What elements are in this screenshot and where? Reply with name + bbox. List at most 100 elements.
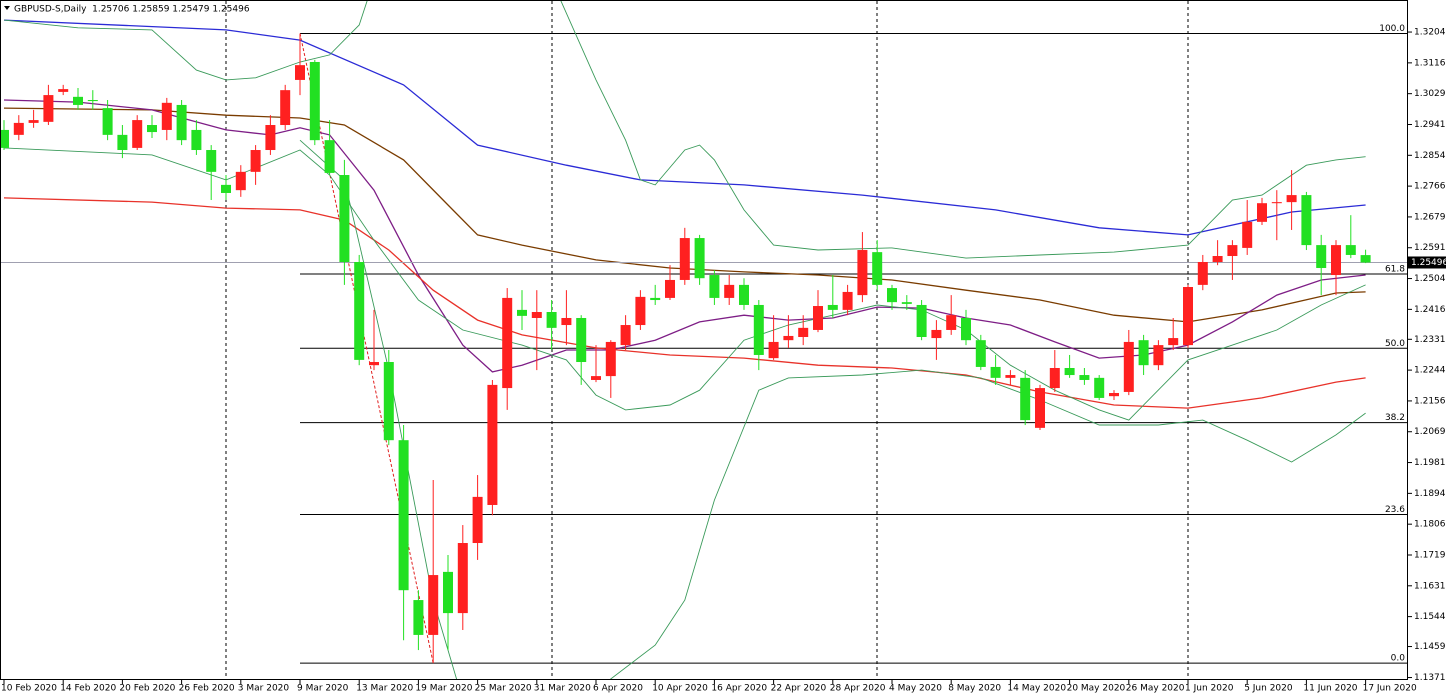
- x-tick-label: 1 Jun 2020: [1185, 684, 1234, 693]
- x-tick-label: 26 Feb 2020: [179, 684, 235, 693]
- plot-area: [1, 1, 1407, 679]
- candle-body: [1153, 345, 1164, 366]
- x-tick-label: 13 Mar 2020: [356, 684, 413, 693]
- candle-body: [221, 184, 231, 193]
- candle-body: [398, 440, 409, 591]
- y-tick-label: 1.28540: [1414, 151, 1446, 161]
- candle-body: [487, 384, 498, 505]
- candle-body: [43, 95, 54, 122]
- dropdown-icon[interactable]: [4, 6, 10, 10]
- plot-layers: [225, 1, 1189, 680]
- indicator-line: [3, 19, 1366, 236]
- candle-body: [132, 120, 143, 148]
- y-tick-label: 1.18065: [1414, 520, 1446, 530]
- y-tick-label: 1.15440: [1414, 612, 1446, 622]
- x-tick-label: 16 Apr 2020: [711, 684, 767, 693]
- candle-body: [1257, 203, 1267, 222]
- candle-body: [1183, 287, 1193, 346]
- candle-body: [887, 288, 897, 303]
- x-tick-label: 8 May 2020: [948, 684, 1001, 693]
- y-tick-label: 1.25040: [1414, 274, 1446, 284]
- y-tick-label: 1.20690: [1414, 427, 1446, 437]
- x-tick-label: 4 May 2020: [889, 684, 942, 693]
- candle-body: [28, 120, 39, 123]
- candle-body: [1197, 261, 1208, 285]
- candle-body: [1094, 377, 1105, 398]
- candle-body: [502, 297, 513, 389]
- indicator-line: [3, 197, 1366, 409]
- candle-body: [946, 315, 957, 330]
- y-tick-label: 1.18940: [1414, 489, 1446, 499]
- candle-body: [961, 317, 971, 341]
- candle-body: [665, 279, 675, 298]
- candle-body: [1049, 367, 1060, 389]
- candle-body: [369, 362, 379, 366]
- chart-title: GBPUSD-S,Daily 1.25706 1.25859 1.25479 1…: [14, 5, 250, 15]
- y-tick-label: 1.23315: [1414, 335, 1446, 345]
- candle-body: [1212, 256, 1223, 262]
- candle-body: [739, 284, 749, 305]
- x-tick-label: 22 Apr 2020: [771, 684, 827, 693]
- candle-body: [102, 108, 113, 135]
- candle-body: [73, 96, 83, 105]
- x-tick-label: 26 May 2020: [1126, 684, 1185, 693]
- candle-body: [576, 317, 587, 363]
- fib-level-label: 61.8: [1385, 264, 1405, 274]
- candle-body: [1, 129, 9, 148]
- y-tick-label: 1.24165: [1414, 305, 1446, 315]
- fib-level-label: 23.6: [1385, 505, 1405, 515]
- fib-level-label: 0.0: [1391, 654, 1406, 664]
- candle-body: [635, 296, 646, 326]
- x-tick-label: 20 Feb 2020: [119, 684, 175, 693]
- candle-body: [1271, 202, 1282, 204]
- candle-body: [413, 600, 424, 635]
- candle-body: [295, 65, 305, 80]
- candle-body: [147, 125, 157, 133]
- candle-body: [1079, 375, 1090, 380]
- x-tick-label: 14 May 2020: [1007, 684, 1066, 693]
- candle-body: [517, 309, 527, 316]
- candle-body: [58, 89, 69, 92]
- indicator-line: [3, 147, 1366, 421]
- y-tick-label: 1.27665: [1414, 182, 1446, 192]
- y-tick-label: 1.16315: [1414, 581, 1446, 591]
- y-tick-label: 1.32040: [1414, 28, 1446, 38]
- candle-body: [783, 335, 794, 341]
- candle-body: [1242, 221, 1253, 248]
- y-tick-label: 1.14590: [1414, 642, 1446, 652]
- candle-body: [694, 238, 705, 279]
- candle-body: [931, 329, 942, 339]
- current-price-tag: [1408, 256, 1446, 269]
- candle-body: [561, 317, 572, 326]
- candle-body: [990, 366, 1001, 378]
- candle-body: [546, 312, 557, 328]
- candle-body: [443, 571, 453, 614]
- candle-body: [591, 376, 601, 380]
- x-tick-label: 28 Apr 2020: [830, 684, 886, 693]
- candle-body: [842, 291, 853, 310]
- x-tick-label: 9 Mar 2020: [297, 684, 349, 693]
- candle-body: [457, 543, 468, 614]
- candle-body: [857, 250, 868, 296]
- candle-body: [916, 304, 927, 338]
- x-tick-label: 3 Mar 2020: [238, 684, 290, 693]
- candle-body: [472, 496, 483, 544]
- candle-body: [265, 125, 276, 151]
- y-tick-label: 1.13710: [1414, 673, 1446, 683]
- candle-body: [650, 297, 661, 301]
- candle-body: [1345, 245, 1356, 255]
- x-tick-label: 25 Mar 2020: [475, 684, 532, 693]
- candle-body: [975, 340, 986, 367]
- candle-body: [1138, 340, 1149, 366]
- candle-body: [724, 284, 735, 298]
- candle-body: [1020, 377, 1031, 421]
- y-tick-label: 1.26790: [1414, 212, 1446, 222]
- fib-level-label: 100.0: [1379, 24, 1405, 34]
- candle-body: [87, 100, 98, 102]
- candle-body: [161, 102, 172, 130]
- candle-body: [1005, 375, 1016, 378]
- x-tick-label: 19 Mar 2020: [415, 684, 472, 693]
- candle-body: [1035, 388, 1045, 428]
- candle-body: [309, 61, 320, 141]
- candle-body: [1360, 255, 1371, 263]
